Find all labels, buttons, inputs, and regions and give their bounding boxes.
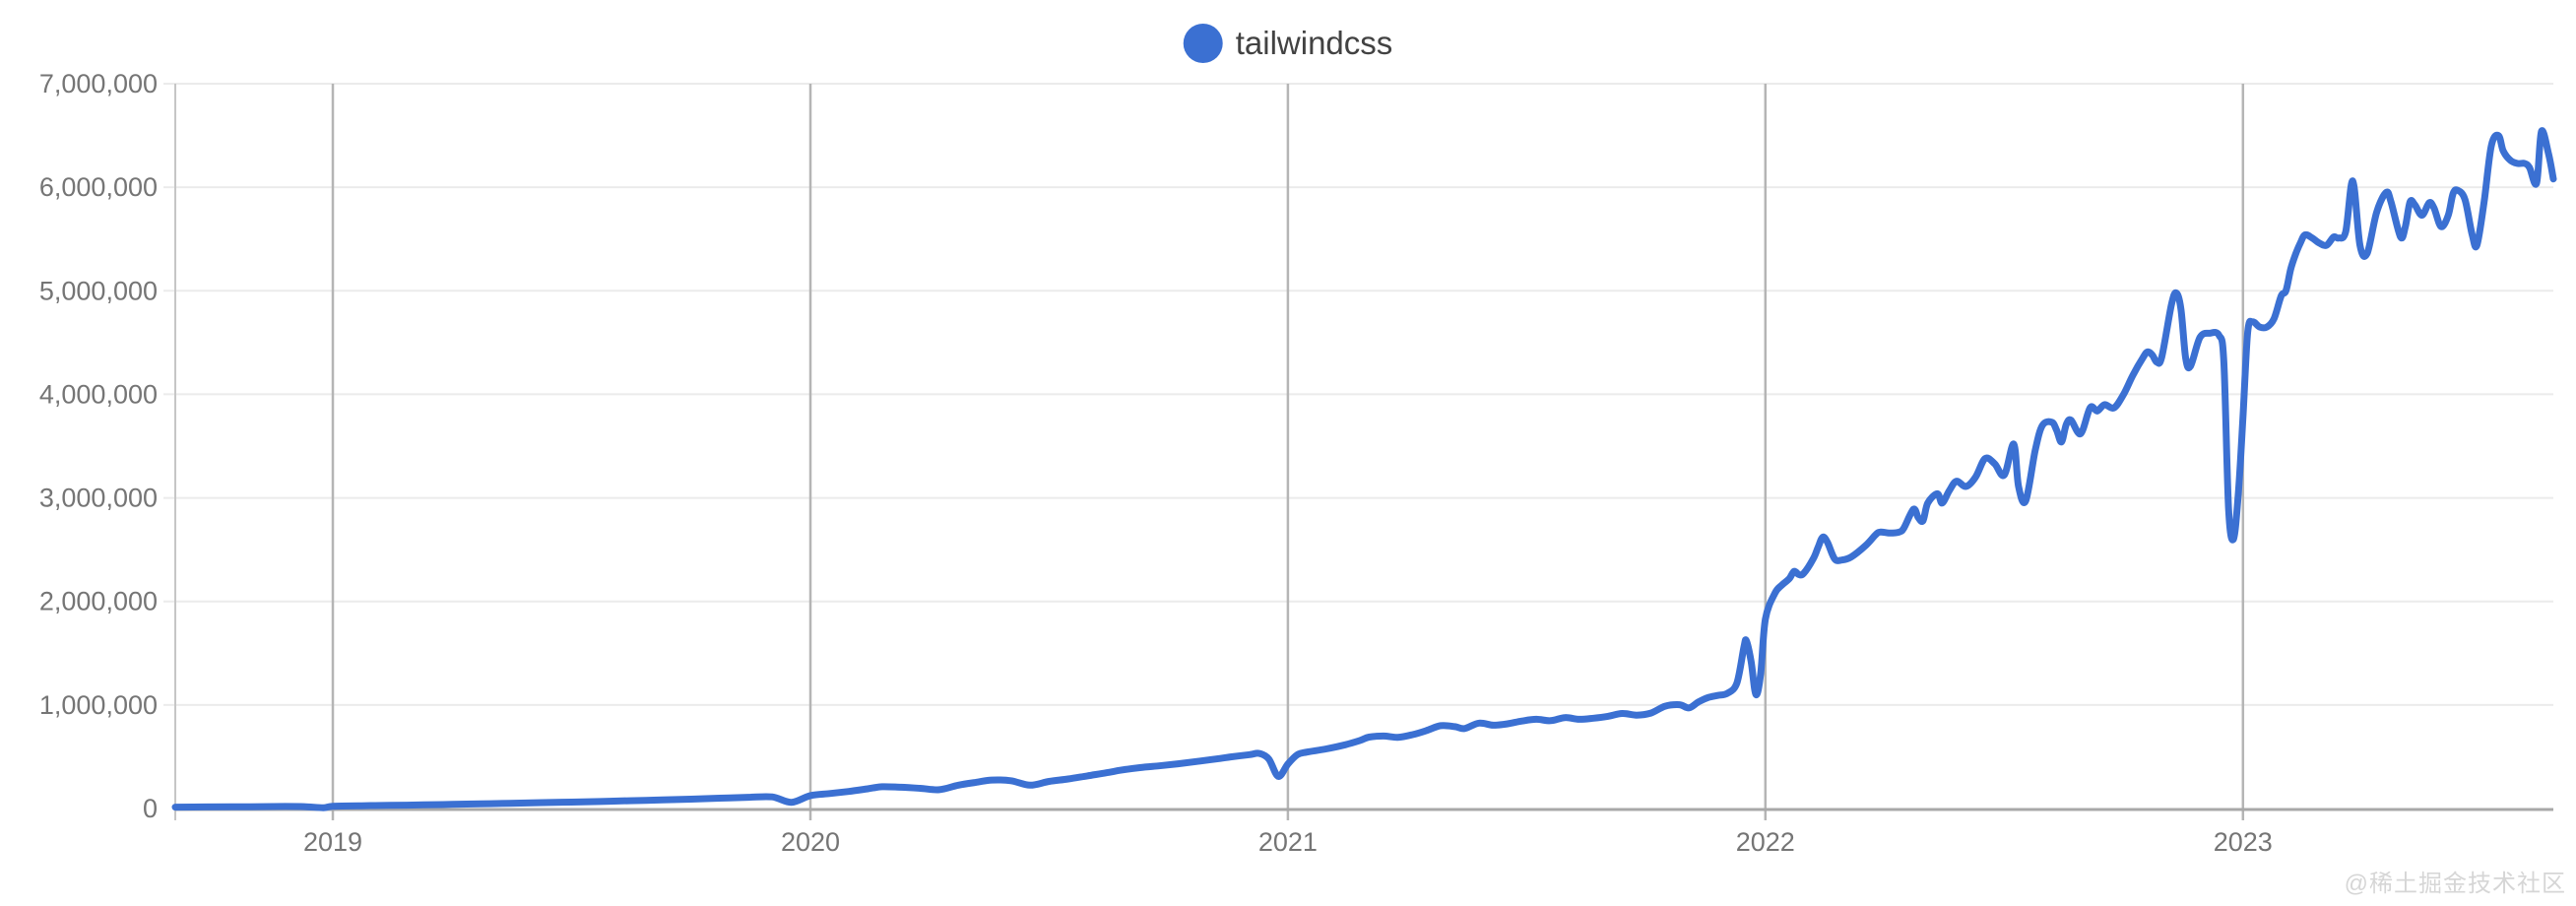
legend: tailwindcss	[1183, 24, 1393, 63]
x-axis-tick-labels: 2019 2020 2021 2022 2023	[303, 827, 2273, 857]
legend-item-tailwindcss[interactable]: tailwindcss	[1183, 24, 1393, 63]
series-line-tailwindcss[interactable]	[171, 127, 2557, 811]
x-tick-label: 2022	[1736, 827, 1795, 857]
y-tick-label: 5,000,000	[39, 276, 158, 305]
x-tick-label: 2019	[303, 827, 362, 857]
y-tick-label: 1,000,000	[39, 690, 158, 720]
vertical-year-gridlines	[331, 84, 2245, 820]
watermark-text: @稀土掘金技术社区	[2344, 871, 2566, 897]
horizontal-gridlines	[163, 83, 2553, 706]
legend-color-dot	[1183, 24, 1223, 63]
x-tick-label: 2020	[781, 827, 840, 857]
y-tick-label: 4,000,000	[39, 379, 158, 409]
y-tick-label: 6,000,000	[39, 172, 158, 202]
x-tick-label: 2023	[2214, 827, 2273, 857]
y-tick-label: 0	[143, 794, 158, 823]
y-tick-label: 7,000,000	[39, 69, 158, 98]
y-axis-tick-labels: 0 1,000,000 2,000,000 3,000,000 4,000,000 5,0…	[39, 69, 158, 823]
y-tick-label: 2,000,000	[39, 587, 158, 616]
legend-series-label: tailwindcss	[1235, 25, 1393, 61]
x-tick-label: 2021	[1258, 827, 1318, 857]
y-tick-label: 3,000,000	[39, 484, 158, 513]
